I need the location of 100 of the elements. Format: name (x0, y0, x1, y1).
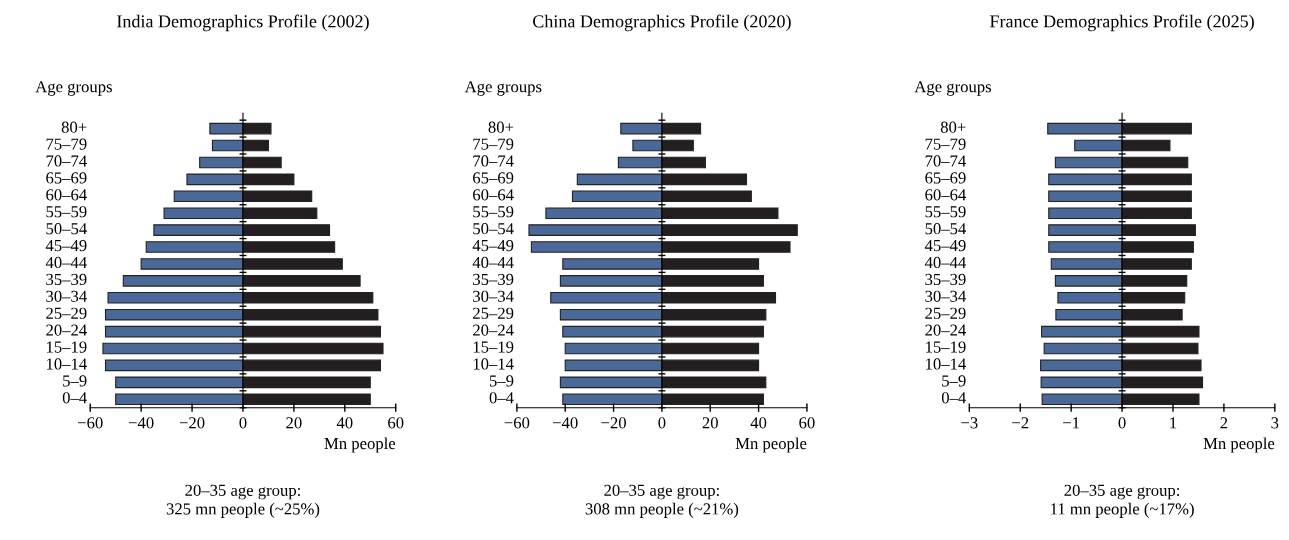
y-tick-label: 5–9 (63, 375, 87, 387)
bar (242, 241, 336, 253)
bar (576, 173, 663, 186)
y-tick-label: 70–74 (46, 155, 87, 167)
y-tick-label: 80+ (61, 121, 87, 133)
bar (528, 224, 663, 236)
bar (104, 359, 244, 372)
x-axis-title: Mn people (735, 437, 807, 453)
bar (1055, 308, 1123, 321)
x-tick-label: 40 (336, 417, 353, 429)
y-axis-title: Age groups (914, 81, 992, 96)
bar (1048, 173, 1123, 186)
bar (1048, 207, 1123, 219)
y-tick-label: 0–4 (941, 392, 967, 404)
bar (104, 308, 244, 321)
bar (1121, 139, 1171, 152)
y-tick-label: 20–24 (46, 324, 87, 336)
bar (1048, 190, 1123, 203)
x-tick-label: −2 (1012, 417, 1029, 429)
bar (661, 275, 764, 287)
bar (617, 156, 663, 169)
y-tick-label: 70–74 (925, 155, 967, 167)
bar (661, 308, 767, 321)
y-tick-label: 80+ (488, 121, 514, 133)
y-tick-label: 40–44 (45, 256, 87, 269)
y-tick-label: 5–9 (489, 375, 514, 387)
bar (562, 393, 663, 406)
y-tick-label: 45–49 (45, 239, 87, 252)
bar (1121, 291, 1186, 304)
y-axis-title: Age groups (35, 81, 112, 96)
bar (242, 258, 343, 270)
y-tick-label: 65–69 (46, 172, 87, 184)
y-tick-label: 10–14 (926, 358, 967, 370)
bar (564, 359, 663, 372)
bar (242, 291, 374, 304)
bar (661, 291, 777, 304)
bar (571, 190, 663, 203)
y-tick-label: 20–24 (925, 324, 967, 336)
bar (104, 325, 244, 338)
bar (199, 156, 244, 169)
bar (661, 342, 760, 355)
bar (661, 173, 748, 186)
bar (1121, 207, 1192, 219)
y-tick-label: 40–44 (924, 256, 967, 269)
x-tick-label: 60 (388, 417, 404, 429)
bar (1121, 258, 1192, 270)
bar (242, 139, 269, 152)
bar (1057, 291, 1123, 304)
bar (242, 224, 331, 236)
y-tick-label: 75–79 (473, 138, 514, 150)
y-tick-label: 35–39 (473, 273, 514, 286)
bar (661, 207, 779, 219)
bar (1121, 308, 1183, 321)
y-tick-label: 70–74 (473, 155, 514, 167)
y-tick-label: 45–49 (472, 239, 514, 252)
bar (1050, 258, 1123, 270)
bar (1121, 224, 1196, 236)
bar (242, 190, 313, 203)
x-tick-label: 40 (750, 417, 767, 429)
bar (550, 291, 663, 304)
bar (122, 275, 244, 287)
x-tick-label: −1 (1063, 417, 1080, 429)
bar (1040, 359, 1123, 372)
y-tick-label: 30–34 (473, 290, 514, 302)
y-tick-label: 5–9 (942, 375, 966, 387)
x-axis-title: Mn people (324, 437, 396, 453)
bar (242, 122, 272, 135)
x-tick-label: 0 (239, 417, 247, 429)
bar (1054, 275, 1123, 287)
y-tick-label: 30–34 (46, 290, 87, 302)
bar (211, 139, 244, 152)
y-tick-label: 15–19 (46, 341, 87, 353)
bar (1041, 325, 1123, 338)
bar (1121, 190, 1192, 203)
bar (632, 139, 663, 152)
x-tick-label: 2 (1220, 417, 1228, 429)
bar (242, 376, 371, 389)
bar (1121, 359, 1202, 372)
bar (562, 325, 663, 338)
bar (115, 376, 244, 389)
bar (1040, 376, 1123, 389)
chart-title: China Demographics Profile (2020) (533, 14, 791, 32)
bar (115, 393, 244, 406)
x-tick-label: −20 (601, 417, 626, 429)
bar (1048, 241, 1123, 253)
y-tick-label: 35–39 (925, 273, 966, 286)
bar (1121, 275, 1188, 287)
bar (661, 393, 764, 406)
text: 20–35 age group: 11 mn people (~17%) (1051, 484, 1194, 518)
bar (1121, 342, 1199, 355)
bar (661, 241, 791, 253)
x-tick-label: 20 (286, 417, 302, 429)
y-tick-label: 75–79 (46, 138, 87, 150)
bar (559, 376, 663, 389)
y-tick-label: 75–79 (925, 138, 966, 150)
y-tick-label: 15–19 (473, 341, 514, 353)
x-tick-label: 3 (1271, 417, 1279, 429)
bar (661, 190, 752, 203)
bar (163, 207, 244, 219)
bar (1121, 241, 1194, 253)
